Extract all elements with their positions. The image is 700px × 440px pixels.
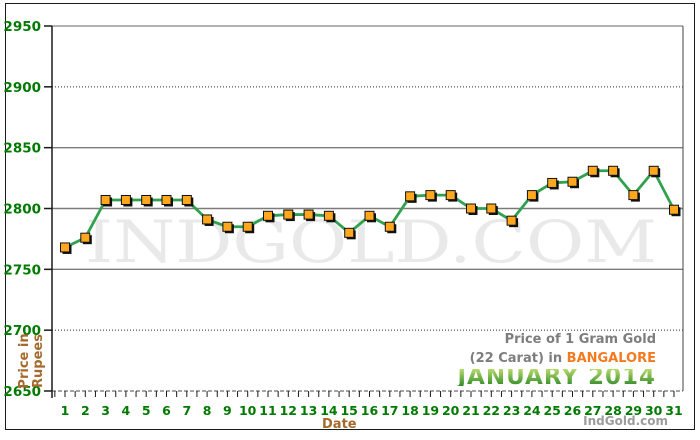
- data-point-marker: [608, 165, 619, 176]
- x-tick-label: 29: [625, 403, 642, 418]
- x-tick-label: 28: [604, 403, 621, 418]
- x-tick-label: 8: [203, 403, 212, 418]
- x-tick-label: 24: [523, 403, 541, 418]
- x-tick-label: 7: [182, 403, 191, 418]
- x-tick-label: 22: [483, 403, 500, 418]
- x-tick-label: 3: [101, 403, 110, 418]
- y-axis-title-line1: Price in: [17, 333, 32, 389]
- x-tick-label: 13: [300, 403, 317, 418]
- data-point-marker: [222, 221, 233, 232]
- chart-title-month: JANUARY 2014: [457, 364, 656, 390]
- y-tick-label: 2800: [3, 202, 41, 218]
- y-tick-label: 2850: [3, 141, 41, 157]
- x-tick-label: 27: [584, 403, 601, 418]
- x-tick-label: 18: [401, 403, 418, 418]
- x-tick-label: 26: [564, 403, 582, 418]
- x-tick-label: 20: [442, 403, 460, 418]
- data-point-marker: [567, 176, 578, 187]
- data-point-marker: [547, 177, 558, 188]
- data-point-marker: [60, 242, 70, 253]
- x-tick-label: 23: [503, 403, 520, 418]
- data-point-marker: [405, 191, 416, 202]
- chart-title-line2: (22 Carat) in: [469, 351, 567, 366]
- data-point-marker: [100, 194, 111, 205]
- x-tick-label: 4: [122, 403, 131, 418]
- x-tick-label: 17: [381, 403, 398, 418]
- data-point-marker: [344, 227, 355, 238]
- data-point-marker: [202, 214, 213, 225]
- x-tick-label: 19: [422, 403, 439, 418]
- data-point-marker: [120, 194, 131, 205]
- data-point-marker: [303, 209, 314, 220]
- x-tick-label: 16: [361, 403, 379, 418]
- data-point-marker: [669, 204, 679, 215]
- data-point-marker: [466, 203, 476, 214]
- y-axis-title: Price in Rupees: [8, 326, 56, 396]
- x-axis-title: Date: [322, 417, 357, 432]
- y-tick-label: 2650: [3, 384, 41, 400]
- brand-label: IndGold.com: [583, 414, 668, 428]
- data-point-marker: [80, 232, 91, 243]
- data-point-marker: [425, 190, 436, 201]
- x-tick-label: 25: [543, 403, 560, 418]
- chart-title-city: BANGALORE: [566, 351, 656, 366]
- data-point-marker: [384, 221, 395, 232]
- x-tick-label: 2: [81, 403, 90, 418]
- data-point-marker: [181, 194, 192, 205]
- chart-title-block: Price of 1 Gram Gold (22 Carat) in BANGA…: [457, 331, 656, 390]
- y-tick-label: 2950: [3, 19, 41, 35]
- x-tick-label: 5: [142, 403, 151, 418]
- data-point-marker: [486, 203, 497, 214]
- data-point-marker: [648, 165, 659, 176]
- x-tick-label: 14: [320, 403, 338, 418]
- y-tick-label: 2750: [3, 262, 41, 278]
- x-tick-label: 12: [280, 403, 297, 418]
- data-point-marker: [445, 190, 456, 201]
- y-tick-label: 2700: [3, 323, 41, 339]
- x-tick-label: 30: [645, 403, 663, 418]
- data-point-marker: [587, 165, 598, 176]
- data-point-marker: [628, 190, 639, 201]
- x-tick-label: 10: [239, 403, 257, 418]
- x-tick-label: 11: [259, 403, 276, 418]
- data-point-marker: [506, 215, 517, 226]
- data-point-marker: [161, 194, 172, 205]
- x-tick-label: 1: [61, 403, 70, 418]
- data-point-marker: [242, 221, 253, 232]
- chart-title-line1: Price of 1 Gram Gold: [504, 332, 656, 347]
- data-point-marker: [141, 194, 152, 205]
- x-tick-label: 6: [162, 403, 171, 418]
- x-tick-label: 21: [462, 403, 479, 418]
- data-point-marker: [263, 210, 273, 221]
- data-point-marker: [364, 210, 375, 221]
- x-tick-label: 31: [665, 403, 682, 418]
- x-tick-label: 15: [340, 403, 357, 418]
- chart-outer-border: [5, 3, 695, 430]
- data-point-marker: [323, 210, 334, 221]
- data-point-marker: [526, 190, 537, 201]
- x-tick-label: 9: [223, 403, 232, 418]
- data-point-marker: [283, 209, 294, 220]
- y-axis-title-line2: Rupees: [31, 334, 46, 388]
- y-tick-label: 2900: [3, 80, 41, 96]
